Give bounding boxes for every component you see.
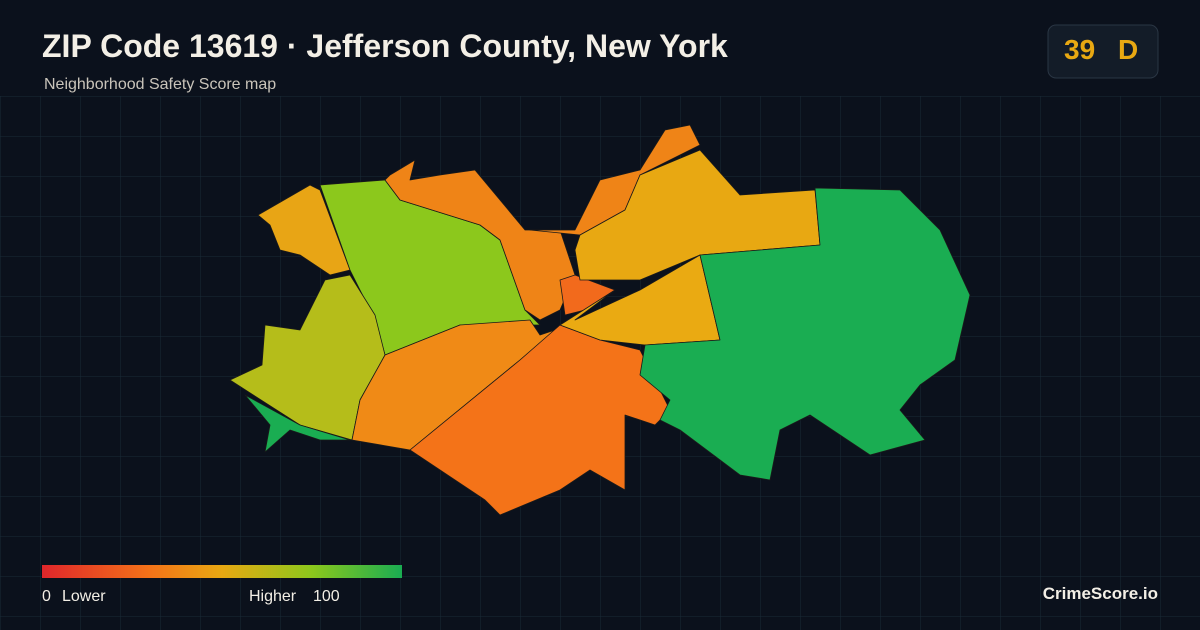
legend-max: 100: [313, 588, 340, 605]
badge-box: [1047, 24, 1159, 79]
legend-min-label: Lower: [62, 588, 106, 605]
legend-bar: [42, 565, 402, 578]
score: 39: [1064, 34, 1096, 65]
regions: [229, 124, 971, 516]
grade: D: [1118, 34, 1139, 65]
brand: CrimeScore.io: [1042, 584, 1158, 603]
legend-max-label: Higher: [249, 588, 297, 605]
legend-min: 0: [42, 588, 51, 605]
title: ZIP Code 13619 · Jefferson County, New Y…: [42, 28, 728, 64]
subtitle: Neighborhood Safety Score map: [44, 76, 277, 93]
